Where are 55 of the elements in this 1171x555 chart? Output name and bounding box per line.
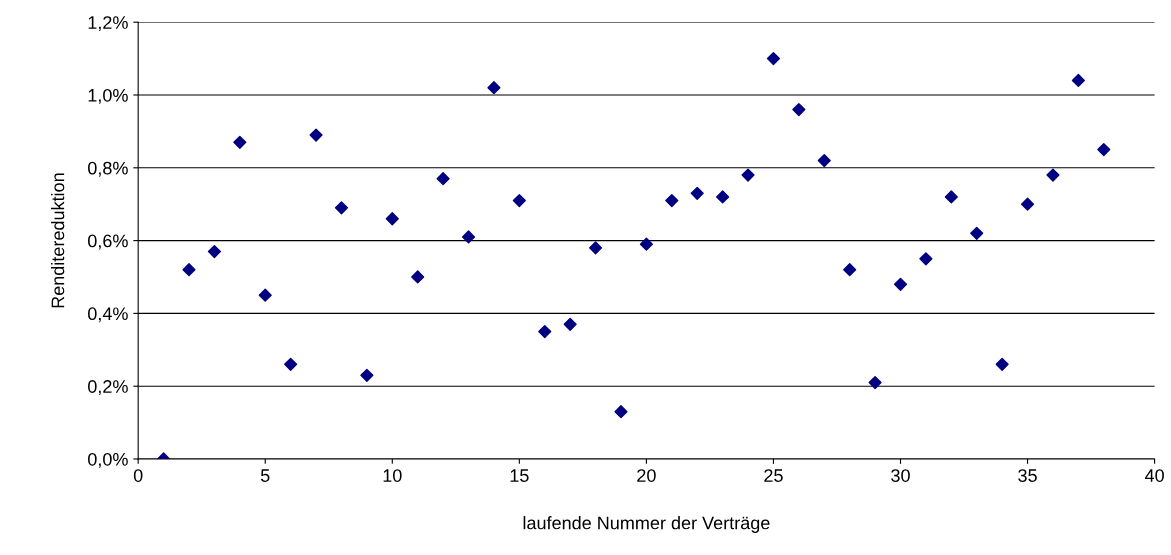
y-tick-label: 1,0% xyxy=(88,88,128,104)
point xyxy=(665,193,679,208)
x-tick-label: 25 xyxy=(764,469,783,482)
x-tick-label: 5 xyxy=(260,469,270,482)
point xyxy=(792,102,806,117)
point xyxy=(563,317,577,331)
point xyxy=(716,190,730,204)
point xyxy=(893,277,908,291)
point xyxy=(639,237,653,251)
y-tick-label: 0,8% xyxy=(88,161,128,177)
point xyxy=(487,81,501,95)
point xyxy=(360,368,374,382)
point xyxy=(258,288,272,302)
point xyxy=(284,357,298,371)
point xyxy=(1071,73,1085,88)
point xyxy=(512,193,526,208)
point xyxy=(385,212,399,226)
x-tick-label: 0 xyxy=(133,469,143,482)
point xyxy=(233,135,247,149)
point xyxy=(1097,143,1111,157)
point xyxy=(843,263,857,277)
point xyxy=(538,325,552,339)
point xyxy=(690,186,704,200)
y-tick-label: 0,2% xyxy=(88,380,128,396)
point xyxy=(1046,168,1060,182)
x-tick-label: 20 xyxy=(637,469,656,482)
point xyxy=(436,172,450,186)
point xyxy=(944,190,958,204)
y-tick-label: 0,4% xyxy=(88,307,128,323)
point xyxy=(766,52,781,66)
point xyxy=(970,226,984,240)
x-tick-label: 30 xyxy=(891,469,910,482)
point xyxy=(334,201,349,215)
point xyxy=(1020,197,1035,211)
y-axis-title: Renditereduktion xyxy=(51,173,65,308)
y-tick-label: 0,0% xyxy=(88,452,128,468)
point xyxy=(182,263,196,277)
x-tick-label: 40 xyxy=(1144,469,1164,482)
point xyxy=(614,405,628,419)
x-tick-label: 15 xyxy=(510,469,529,482)
point xyxy=(461,230,476,244)
point xyxy=(868,375,882,390)
point xyxy=(207,244,221,259)
y-tick-label: 1,2% xyxy=(88,16,128,32)
point xyxy=(995,357,1009,371)
point xyxy=(919,252,933,266)
x-tick-label: 10 xyxy=(383,469,402,482)
point xyxy=(741,168,755,182)
point xyxy=(411,270,425,284)
y-tick-label: 0,6% xyxy=(88,234,128,250)
x-tick-label: 35 xyxy=(1018,469,1037,482)
point xyxy=(817,153,831,168)
point xyxy=(309,128,323,142)
point xyxy=(588,241,603,255)
x-axis-title: laufende Nummer der Verträge xyxy=(523,516,770,533)
